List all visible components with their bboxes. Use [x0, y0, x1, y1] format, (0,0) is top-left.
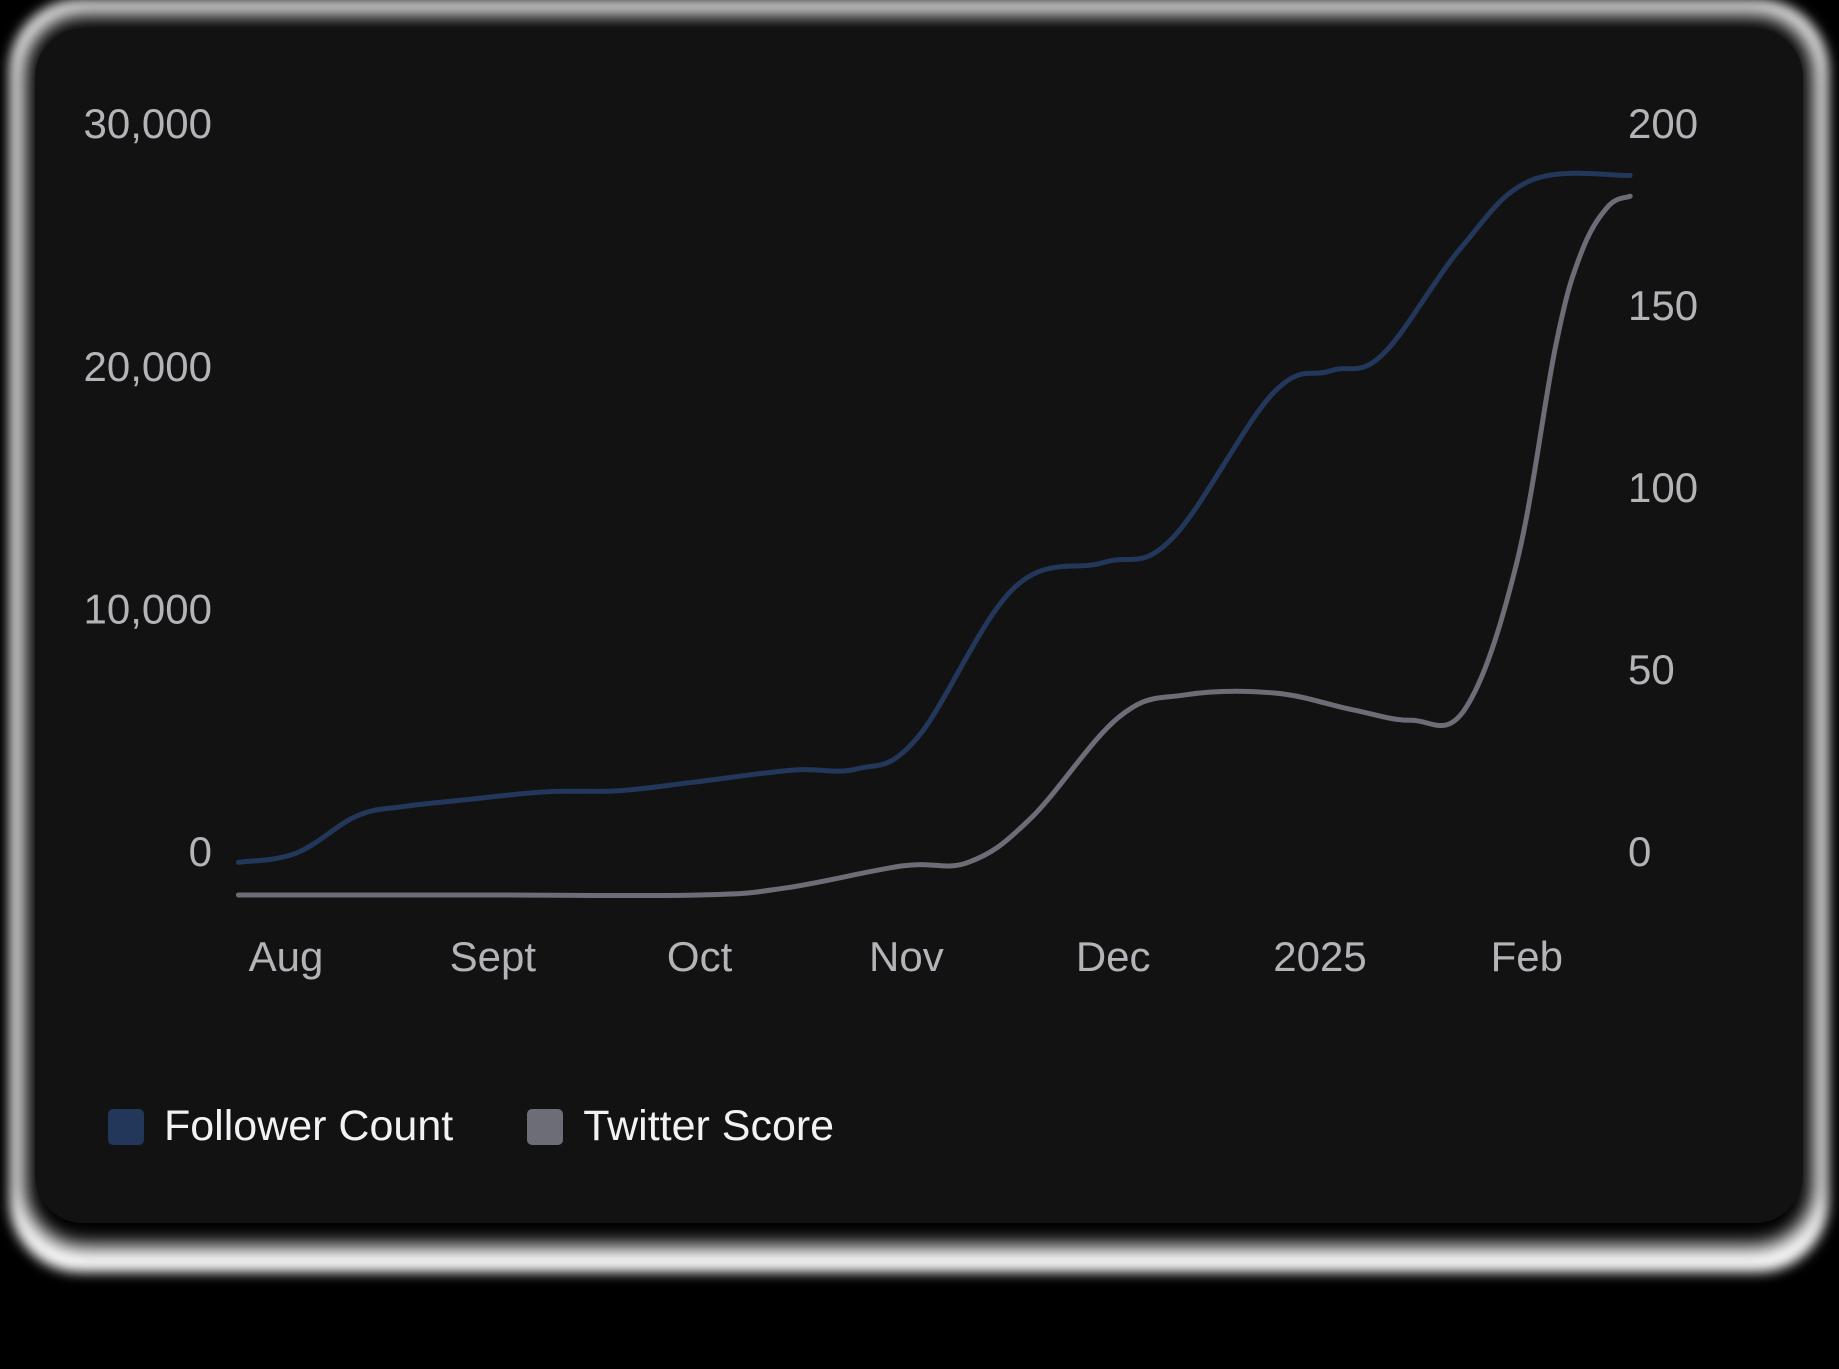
legend-item-twitter-score[interactable]: Twitter Score [527, 1102, 834, 1151]
x-axis-tick-label: Sept [450, 933, 537, 980]
left-axis-tick-label: 20,000 [84, 343, 212, 390]
legend-item-follower-count[interactable]: Follower Count [108, 1102, 453, 1151]
x-axis-tick-label: Nov [869, 933, 944, 980]
x-axis-tick-label: Feb [1491, 933, 1563, 980]
chart-card [35, 29, 1803, 1223]
legend-swatch-twitter-score [527, 1108, 564, 1145]
left-axis-ticks: 30,000 20,000 10,000 0 [84, 100, 212, 875]
legend: Follower Count Twitter Score [108, 1102, 908, 1151]
x-axis-ticks: Aug Sept Oct Nov Dec 2025 Feb [249, 933, 1563, 980]
x-axis-tick-label: Aug [249, 933, 324, 980]
x-axis-tick-label: Dec [1076, 933, 1151, 980]
legend-label-twitter-score: Twitter Score [583, 1102, 835, 1150]
twitter-score-line [235, 193, 1633, 899]
right-axis-tick-label: 50 [1628, 646, 1675, 693]
x-axis-tick-label: Oct [667, 933, 733, 980]
legend-swatch-follower-count [108, 1108, 144, 1145]
right-axis-tick-label: 0 [1628, 828, 1651, 875]
follower-count-line [235, 170, 1633, 865]
x-axis-tick-label: 2025 [1273, 933, 1366, 980]
right-axis-ticks: 200 150 100 50 0 [1628, 100, 1698, 875]
left-axis-tick-label: 10,000 [84, 585, 212, 632]
right-axis-tick-label: 200 [1628, 100, 1698, 147]
legend-label-follower-count: Follower Count [164, 1102, 454, 1150]
right-axis-tick-label: 100 [1628, 464, 1698, 511]
left-axis-tick-label: 30,000 [84, 100, 212, 147]
left-axis-tick-label: 0 [189, 828, 212, 875]
right-axis-tick-label: 150 [1628, 282, 1698, 329]
series-lines [235, 170, 1633, 899]
